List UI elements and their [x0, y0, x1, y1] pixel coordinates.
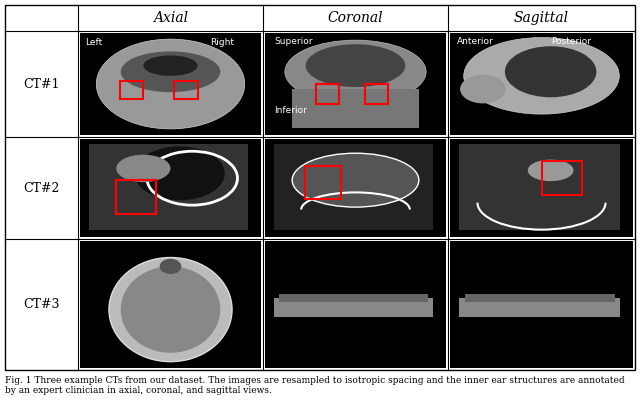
Bar	[274, 144, 433, 230]
Text: Coronal: Coronal	[328, 11, 383, 25]
Text: CT#1: CT#1	[23, 77, 60, 91]
Ellipse shape	[121, 51, 220, 92]
Bar	[459, 144, 620, 230]
Bar	[305, 166, 341, 199]
Ellipse shape	[159, 259, 181, 274]
Ellipse shape	[306, 44, 405, 87]
Bar	[541, 160, 582, 195]
Bar	[116, 180, 156, 215]
Bar	[265, 139, 446, 237]
Text: Left: Left	[85, 38, 102, 47]
Text: Anterior: Anterior	[458, 37, 494, 46]
Bar	[80, 241, 261, 368]
Ellipse shape	[143, 55, 198, 76]
Ellipse shape	[460, 75, 506, 103]
Bar	[80, 33, 261, 135]
Bar	[174, 81, 198, 99]
Bar	[450, 241, 633, 368]
Bar	[365, 84, 388, 104]
Ellipse shape	[134, 146, 225, 200]
Bar	[459, 298, 620, 317]
Text: Right: Right	[211, 38, 234, 47]
Bar	[292, 89, 419, 128]
Text: Posterior: Posterior	[550, 37, 591, 46]
Bar	[265, 33, 446, 135]
Ellipse shape	[285, 40, 426, 103]
Ellipse shape	[464, 38, 620, 114]
Ellipse shape	[292, 153, 419, 207]
Ellipse shape	[96, 39, 244, 129]
Bar	[80, 139, 261, 237]
Bar	[450, 139, 633, 237]
Text: Fig. 1 Three example CTs from our dataset. The images are resampled to isotropic: Fig. 1 Three example CTs from our datase…	[5, 376, 625, 395]
Bar	[265, 241, 446, 368]
Text: CT#2: CT#2	[23, 182, 60, 194]
Text: CT#3: CT#3	[23, 298, 60, 311]
Bar	[89, 144, 248, 230]
Ellipse shape	[528, 160, 573, 181]
Bar	[120, 81, 143, 99]
Ellipse shape	[109, 257, 232, 362]
Ellipse shape	[116, 155, 170, 182]
Text: Axial: Axial	[153, 11, 188, 25]
Ellipse shape	[121, 266, 220, 353]
Ellipse shape	[505, 46, 596, 97]
Bar	[465, 294, 614, 302]
Text: Superior: Superior	[274, 37, 312, 46]
Text: Sagittal: Sagittal	[514, 11, 569, 25]
Bar	[280, 294, 428, 302]
Bar	[274, 298, 433, 317]
Text: Inferior: Inferior	[274, 106, 307, 115]
Bar	[316, 84, 339, 104]
Bar	[450, 33, 633, 135]
